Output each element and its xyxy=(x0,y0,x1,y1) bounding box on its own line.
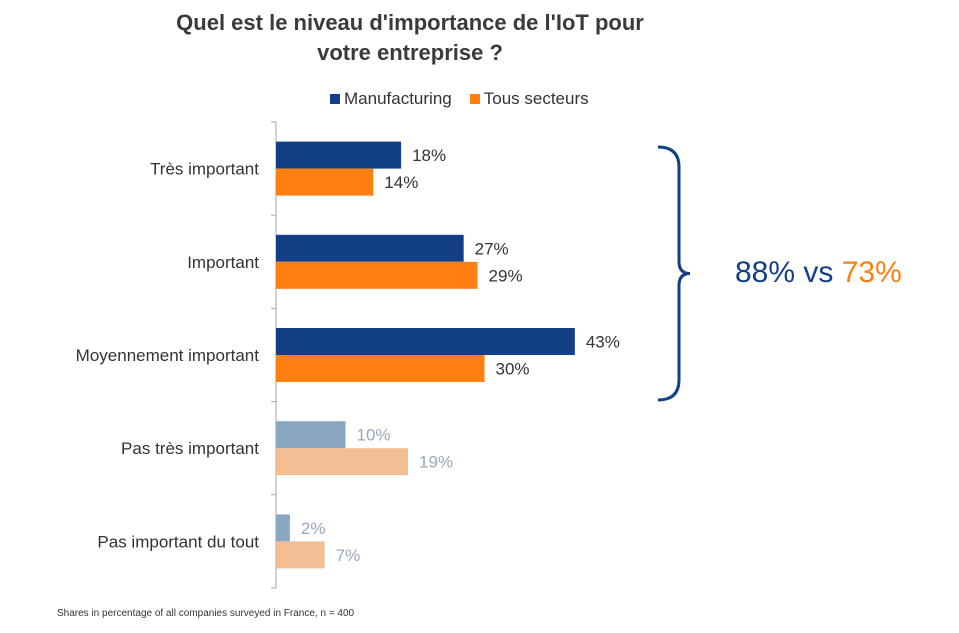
data-label-tous-secteurs-moyennement-important: 30% xyxy=(496,360,530,379)
legend-swatch-tous-secteurs xyxy=(469,94,480,104)
bar-manufacturing-tres-important xyxy=(276,141,402,169)
category-label-moyennement-important: Moyennement important xyxy=(76,346,260,365)
footnote: Shares in percentage of all companies su… xyxy=(57,608,355,619)
bar-manufacturing-important xyxy=(276,234,464,262)
category-label-important: Important xyxy=(187,253,259,272)
category-label-pas-important-du-tout: Pas important du tout xyxy=(97,532,259,551)
data-label-manufacturing-pas-tres-important: 10% xyxy=(357,426,391,445)
data-label-tous-secteurs-important: 29% xyxy=(489,266,523,285)
chart-title: Quel est le niveau d'importance de l'IoT… xyxy=(40,8,780,68)
summary-tous-secteurs-total: 73% xyxy=(841,256,902,289)
bar-tous-secteurs-tres-important xyxy=(276,168,374,196)
data-label-tous-secteurs-pas-important-du-tout: 7% xyxy=(336,546,361,565)
legend-label-manufacturing: Manufacturing xyxy=(344,89,452,108)
summary-vs: vs xyxy=(803,256,834,289)
bar-manufacturing-pas-important-du-tout xyxy=(276,514,290,542)
data-label-manufacturing-tres-important: 18% xyxy=(412,146,446,165)
chart-title-line-1: Quel est le niveau d'importance de l'IoT… xyxy=(176,10,644,35)
curly-brace xyxy=(657,145,691,402)
data-label-manufacturing-pas-important-du-tout: 2% xyxy=(301,519,326,538)
legend-item-manufacturing: Manufacturing xyxy=(330,89,452,109)
bar-tous-secteurs-moyennement-important xyxy=(276,355,485,382)
data-label-tous-secteurs-pas-tres-important: 19% xyxy=(419,453,453,472)
bar-manufacturing-pas-tres-important xyxy=(276,421,346,449)
category-label-tres-important: Très important xyxy=(150,160,259,179)
data-label-tous-secteurs-tres-important: 14% xyxy=(384,173,418,192)
legend-item-tous-secteurs: Tous secteurs xyxy=(469,89,589,109)
summary-manufacturing-total: 88% xyxy=(735,256,796,289)
data-label-manufacturing-moyennement-important: 43% xyxy=(586,333,620,352)
data-label-manufacturing-important: 27% xyxy=(475,239,509,258)
chart-title-line-2: votre entreprise ? xyxy=(317,40,503,65)
bar-tous-secteurs-pas-tres-important xyxy=(276,448,409,476)
legend-swatch-manufacturing xyxy=(330,94,340,104)
bar-tous-secteurs-important xyxy=(276,261,478,289)
category-label-pas-tres-important: Pas très important xyxy=(121,439,259,458)
summary-annotation: 88% vs 73% xyxy=(735,256,902,290)
bar-manufacturing-moyennement-important xyxy=(276,328,575,355)
chart-legend: Manufacturing Tous secteurs xyxy=(330,88,607,110)
legend-label-tous-secteurs: Tous secteurs xyxy=(483,89,589,108)
bar-tous-secteurs-pas-important-du-tout xyxy=(276,541,325,569)
